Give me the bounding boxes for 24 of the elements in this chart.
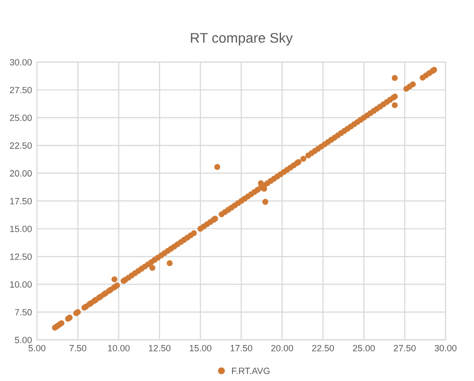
x-tick-label: 7.50 [70,344,86,352]
y-tick-label: 7.50 [15,309,32,316]
y-tick-label: 25.00 [10,114,32,122]
x-tick-label: 20.00 [271,344,294,352]
x-tick-label: 10.00 [108,344,130,352]
y-tick-label: 10.00 [10,281,32,288]
x-tick-label: 12.50 [148,344,170,352]
y-tick-label: 17.50 [10,198,32,204]
x-tick-label: 30.00 [434,344,457,352]
y-tick-label: 5.00 [14,336,32,344]
y-tick-label: 12.50 [10,253,32,260]
y-tick-label: 22.50 [10,142,32,149]
y-tick-label: 30.00 [10,59,32,66]
legend-label: F.RT.AVG [232,368,270,374]
x-tick-label: 25.00 [353,344,375,352]
x-tick-label: 17.50 [230,344,252,352]
x-tick-label: 22.50 [312,344,334,352]
x-tick-label: 5.00 [28,344,46,352]
x-tick-label: 15.00 [190,344,212,352]
y-tick-label: 20.00 [10,170,32,177]
y-tick-label: 15.00 [10,226,32,232]
y-tick-label: 27.50 [10,86,32,94]
x-tick-label: 27.50 [394,344,416,352]
chart-title: RT compare Sky [190,32,293,46]
